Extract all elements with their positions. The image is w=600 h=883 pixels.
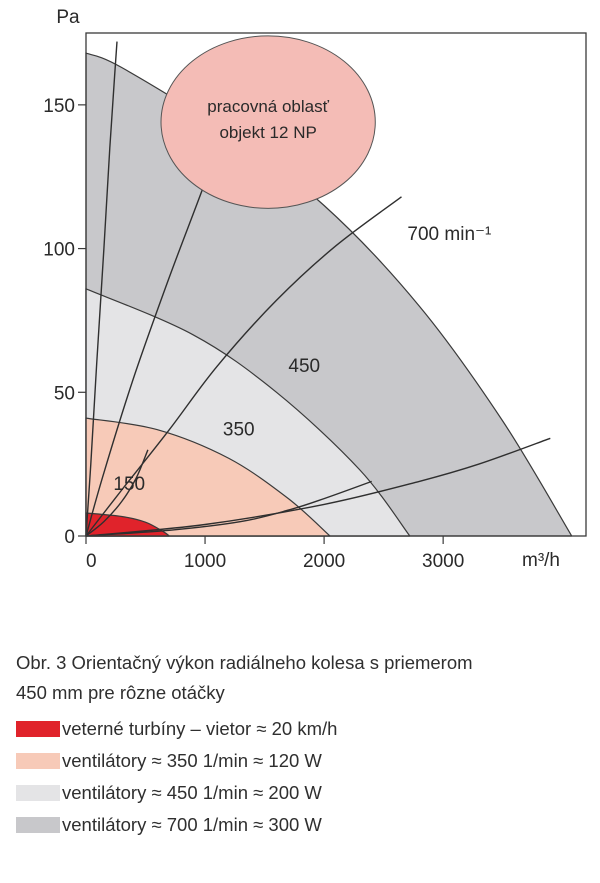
speed-curve-extra-5	[85, 41, 118, 537]
speed-curve-450	[85, 437, 551, 537]
plot-frame	[85, 32, 587, 537]
x-tick-label: 0	[86, 551, 97, 572]
axis-ticks: 0 1000 2000 3000 0 50 100 150	[43, 96, 464, 572]
speed-curve-150	[85, 449, 149, 537]
speed-curves	[85, 41, 551, 537]
y-tick-label: 50	[54, 383, 75, 404]
working-area-label-line1: pracovná oblasť	[207, 97, 329, 116]
legend-entry-fans-700: ventilátory ≈ 700 1/min ≈ 300 W	[16, 809, 596, 841]
legend-swatch-pink	[16, 753, 60, 769]
speed-curve-labels: 150 350 450 700 min⁻¹	[113, 224, 491, 495]
y-axis-unit-label: Pa	[56, 7, 80, 28]
legend-label: veterné turbíny – vietor ≈ 20 km/h	[62, 718, 338, 739]
speed-curve-350	[85, 480, 372, 537]
x-axis-unit-label: m³/h	[522, 550, 560, 571]
working-area-ellipse	[160, 35, 376, 209]
legend-label: ventilátory ≈ 450 1/min ≈ 200 W	[62, 782, 322, 803]
speed-curve-label: 150	[113, 474, 145, 495]
x-tick-label: 1000	[184, 551, 226, 572]
y-tick-label: 150	[43, 96, 75, 117]
legend-swatch-light-gray	[16, 785, 60, 801]
legend: veterné turbíny – vietor ≈ 20 km/h venti…	[16, 713, 596, 841]
speed-curve-700	[85, 196, 402, 537]
legend-swatch-red	[16, 721, 60, 737]
caption-line-1: Obr. 3 Orientačný výkon radiálneho koles…	[16, 652, 473, 673]
speed-curve-label: 350	[223, 419, 255, 440]
legend-label: ventilátory ≈ 700 1/min ≈ 300 W	[62, 814, 322, 835]
band-fans-350	[85, 417, 331, 537]
figure-caption: Obr. 3 Orientačný výkon radiálneho koles…	[16, 648, 586, 708]
caption-line-2: 450 mm pre rôzne otáčky	[16, 682, 225, 703]
y-tick-label: 100	[43, 240, 75, 261]
legend-label: ventilátory ≈ 350 1/min ≈ 120 W	[62, 750, 322, 771]
working-area-annotation: pracovná oblasť objekt 12 NP	[160, 35, 376, 209]
legend-swatch-gray	[16, 817, 60, 833]
working-area-label-line2: objekt 12 NP	[219, 123, 316, 142]
speed-curve-label: 450	[288, 356, 320, 377]
y-tick-label: 0	[64, 527, 75, 548]
performance-chart: pracovná oblasť objekt 12 NP 150 350 450 70…	[43, 7, 587, 572]
legend-entry-fans-450: ventilátory ≈ 450 1/min ≈ 200 W	[16, 777, 596, 809]
legend-entry-fans-350: ventilátory ≈ 350 1/min ≈ 120 W	[16, 745, 596, 777]
legend-entry-wind-turbines: veterné turbíny – vietor ≈ 20 km/h	[16, 713, 596, 745]
speed-curve-label: 700 min⁻¹	[407, 224, 491, 245]
x-tick-label: 3000	[422, 551, 464, 572]
x-tick-label: 2000	[303, 551, 345, 572]
